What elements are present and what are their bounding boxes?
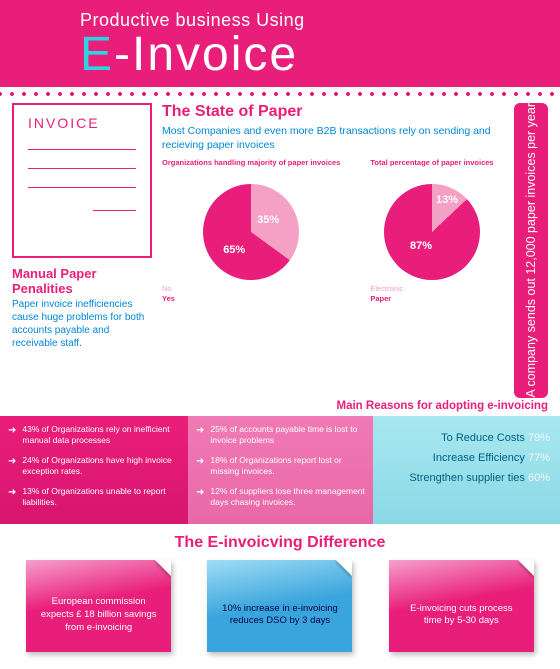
divider-dots: [0, 91, 560, 97]
pie-row: Organizations handling majority of paper…: [162, 158, 504, 304]
legend-1: No: [162, 284, 172, 293]
penalties-text: Paper invoice inefficiencies cause huge …: [12, 298, 152, 350]
pie-chart: 13% 87%: [384, 184, 480, 280]
reasons-heading: Main Reasons for adopting e-invoicing: [0, 398, 560, 416]
pie-label: Organizations handling majority of paper…: [162, 158, 340, 182]
reason-line: Strengthen supplier ties 60%: [383, 472, 550, 484]
sidebar-stat: A company sends out 12,000 paper invoice…: [514, 103, 548, 398]
notes-row: European commission expects £ 18 billion…: [0, 560, 560, 662]
bullet: 25% of accounts payable time is lost to …: [196, 424, 365, 447]
pie-label: Total percentage of paper invoices: [370, 158, 493, 182]
state-text: Most Companies and even more B2B transac…: [162, 125, 504, 152]
title-accent: E: [80, 28, 114, 81]
legend-2: Yes: [162, 294, 175, 303]
reason-pct: 77%: [528, 452, 550, 464]
bullet: 13% of Organizations unable to report li…: [8, 486, 180, 509]
stats-right: To Reduce Costs 79% Increase Efficiency …: [373, 416, 560, 525]
penalties-heading: Manual Paper Penalities: [12, 266, 152, 296]
note-text: E-invoicing cuts process time by 5-30 da…: [403, 603, 520, 629]
invoice-line-short: [93, 210, 136, 211]
invoice-box: INVOICE: [12, 103, 152, 258]
col-left: INVOICE Manual Paper Penalities Paper in…: [12, 103, 152, 398]
reason-line: Increase Efficiency 77%: [383, 452, 550, 464]
reason-text: Increase Efficiency: [433, 452, 528, 464]
reason-pct: 79%: [528, 432, 550, 444]
difference-heading: The E-invoicving Difference: [0, 534, 560, 552]
legend-1: Electronic: [370, 284, 403, 293]
col-mid: The State of Paper Most Companies and ev…: [162, 103, 504, 398]
sticky-note: E-invoicing cuts process time by 5-30 da…: [389, 560, 534, 652]
sticky-note: 10% increase in e-invoicing reduces DSO …: [207, 560, 352, 652]
penalties: Manual Paper Penalities Paper invoice in…: [12, 266, 152, 350]
invoice-line: [28, 149, 136, 150]
invoice-line: [28, 168, 136, 169]
bullet-text: 13% of Organizations unable to report li…: [22, 486, 180, 509]
bullet-text: 43% of Organizations rely on inefficient…: [22, 424, 180, 447]
bullet-text: 12% of suppliers lose three management d…: [210, 486, 365, 509]
state-heading: The State of Paper: [162, 103, 504, 121]
legend-2: Paper: [370, 294, 391, 303]
header: Productive business Using E-Invoice: [0, 0, 560, 87]
pie-pct-1: 13%: [436, 194, 458, 206]
pie-pct-2: 87%: [410, 240, 432, 252]
bullet: 43% of Organizations rely on inefficient…: [8, 424, 180, 447]
stats-section: 43% of Organizations rely on inefficient…: [0, 416, 560, 525]
title-rest: -Invoice: [114, 28, 298, 81]
pie-chart: 35% 65%: [203, 184, 299, 280]
note-text: European commission expects £ 18 billion…: [40, 596, 157, 634]
row-top: INVOICE Manual Paper Penalities Paper in…: [0, 103, 560, 398]
reason-text: Strengthen supplier ties: [409, 472, 528, 484]
bullet: 18% of Organizations report lost or miss…: [196, 455, 365, 478]
sidebar-text: A company sends out 12,000 paper invoice…: [524, 103, 539, 398]
note-text: 10% increase in e-invoicing reduces DSO …: [221, 603, 338, 629]
pie-pct-2: 65%: [223, 244, 245, 256]
bullet-text: 25% of accounts payable time is lost to …: [210, 424, 365, 447]
reason-line: To Reduce Costs 79%: [383, 432, 550, 444]
bullet-text: 18% of Organizations report lost or miss…: [210, 455, 365, 478]
reason-text: To Reduce Costs: [441, 432, 528, 444]
pie-col-2: Total percentage of paper invoices 13% 8…: [370, 158, 493, 304]
invoice-line: [28, 187, 136, 188]
pie-col-1: Organizations handling majority of paper…: [162, 158, 340, 304]
bullet: 12% of suppliers lose three management d…: [196, 486, 365, 509]
reason-pct: 60%: [528, 472, 550, 484]
pie-legend: ElectronicPaper: [370, 284, 493, 304]
pie-pct-1: 35%: [257, 214, 279, 226]
pie-legend: NoYes: [162, 284, 340, 304]
header-title: E-Invoice: [80, 31, 540, 79]
invoice-title: INVOICE: [28, 115, 136, 131]
stats-mid: 25% of accounts payable time is lost to …: [188, 416, 373, 525]
bullet-text: 24% of Organizations have high invoice e…: [22, 455, 180, 478]
bullet: 24% of Organizations have high invoice e…: [8, 455, 180, 478]
sticky-note: European commission expects £ 18 billion…: [26, 560, 171, 652]
stats-left: 43% of Organizations rely on inefficient…: [0, 416, 188, 525]
